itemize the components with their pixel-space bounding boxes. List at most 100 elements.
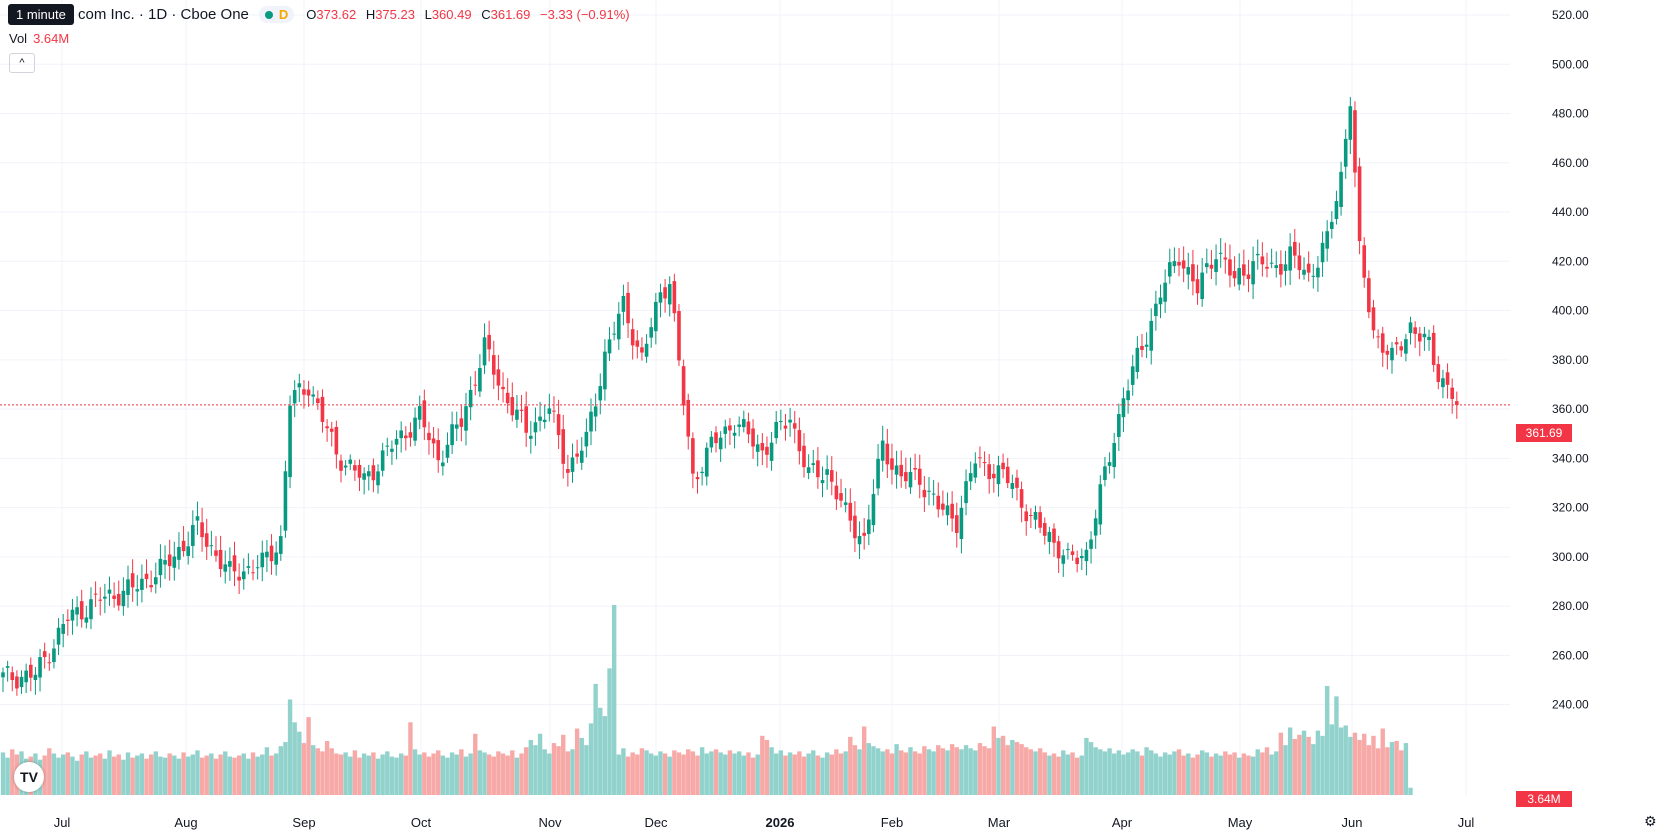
candle-body [700, 471, 704, 474]
candle-body [649, 327, 653, 338]
candle-body [1042, 523, 1047, 536]
volume-bar [797, 751, 802, 795]
symbol-title[interactable]: com Inc. · 1D · Cboe One [78, 6, 249, 23]
candle-body [316, 398, 320, 404]
price-tick-label: 380.00 [1552, 353, 1589, 367]
candle-body [1232, 271, 1237, 279]
candle-body [404, 435, 408, 439]
volume-bar [422, 752, 427, 795]
candle-body [204, 533, 209, 547]
candle-body [834, 485, 839, 500]
candle-body [598, 386, 603, 401]
candle-body [1330, 221, 1334, 229]
volume-bar [838, 753, 844, 795]
time-axis[interactable]: Jul Aug Sep Oct Nov Dec 2026 Feb Mar Apr May Jun Jul [54, 815, 1475, 830]
volume-bar [1278, 732, 1284, 795]
gear-icon[interactable]: ⚙ [1644, 813, 1657, 829]
candle-body [825, 469, 829, 475]
volume-bar [1000, 735, 1006, 795]
candle-body [1283, 264, 1288, 271]
candle-body [1399, 346, 1404, 351]
candle-body [52, 648, 56, 663]
candle-body [1126, 390, 1130, 401]
candle-body [107, 589, 112, 594]
volume-bar [824, 752, 830, 795]
volume-bar [1093, 747, 1098, 795]
volume-bar [940, 748, 946, 795]
candle-body [200, 522, 204, 538]
volume-bar [440, 755, 446, 795]
volume-legend: Vol 3.64M [9, 31, 69, 46]
volume-bar [482, 752, 487, 795]
volume-bar [1167, 754, 1172, 795]
volume-bar [1144, 747, 1149, 795]
volume-bar [1237, 757, 1242, 795]
candle-body [251, 572, 255, 574]
volume-bar [454, 754, 459, 795]
volume-bar [602, 716, 608, 795]
price-axis[interactable]: 520.00 500.00 480.00 460.00 440.00 420.00 400.… [1552, 8, 1589, 712]
volume-bar [547, 753, 552, 795]
chart-grid [0, 0, 1510, 795]
candle-body [339, 460, 343, 471]
time-tick-label: Jul [1458, 815, 1475, 830]
candle-body [658, 292, 663, 303]
volume-bar [1371, 735, 1376, 795]
price-tick-label: 480.00 [1552, 107, 1589, 121]
volume-bar [459, 749, 464, 795]
time-tick-label: Oct [411, 815, 432, 830]
candle-body [1052, 528, 1056, 543]
volume-bar [704, 753, 709, 795]
price-tick-label: 280.00 [1552, 599, 1589, 613]
volume-bar [162, 757, 168, 795]
volume-bar [1098, 749, 1103, 795]
volume-bar [593, 683, 598, 795]
candle-body [774, 421, 779, 439]
candle-body [1181, 260, 1186, 269]
candle-body [468, 389, 473, 408]
volume-bar [1125, 752, 1131, 795]
volume-bar [301, 743, 307, 795]
candle-body [343, 465, 348, 468]
volume-bar [227, 756, 233, 795]
candle-body [556, 414, 561, 436]
candle-body [66, 619, 70, 621]
time-tick-label: 2026 [766, 815, 795, 830]
volume-bar [1162, 752, 1168, 795]
volume-bar [1070, 752, 1075, 795]
candle-body [75, 607, 79, 615]
market-status-badge[interactable]: D [258, 6, 295, 23]
volume-bar [1213, 753, 1219, 795]
volume-bar [1010, 739, 1015, 795]
candle-body [538, 416, 542, 421]
volume-bar [718, 752, 723, 795]
candle-body [1214, 259, 1218, 273]
candle-body [667, 284, 672, 305]
candle-body [1325, 231, 1329, 249]
candle-body [478, 367, 482, 392]
candle-body [987, 464, 991, 480]
volume-bar [65, 752, 71, 795]
volume-bar [1227, 754, 1233, 795]
delayed-flag: D [278, 7, 289, 22]
candle-body [246, 566, 251, 568]
volume-bar [1204, 752, 1209, 795]
collapse-legend-button[interactable]: ^ [9, 53, 35, 73]
candle-body [505, 392, 510, 404]
volume-bar [1320, 735, 1325, 795]
candle-body [1408, 322, 1413, 334]
volume-bar [1195, 754, 1200, 795]
tradingview-logo[interactable]: TV [14, 762, 44, 792]
volume-bar [1005, 745, 1010, 795]
volume-bar [1199, 750, 1205, 795]
candle-body [1, 672, 5, 678]
volume-bar [1135, 751, 1140, 795]
candle-body [269, 545, 274, 562]
candle-body [417, 406, 422, 420]
candle-body [843, 502, 848, 505]
candle-body [283, 471, 288, 531]
candle-body [482, 337, 487, 366]
candle-body [1177, 261, 1181, 266]
volume-bar [551, 743, 557, 795]
